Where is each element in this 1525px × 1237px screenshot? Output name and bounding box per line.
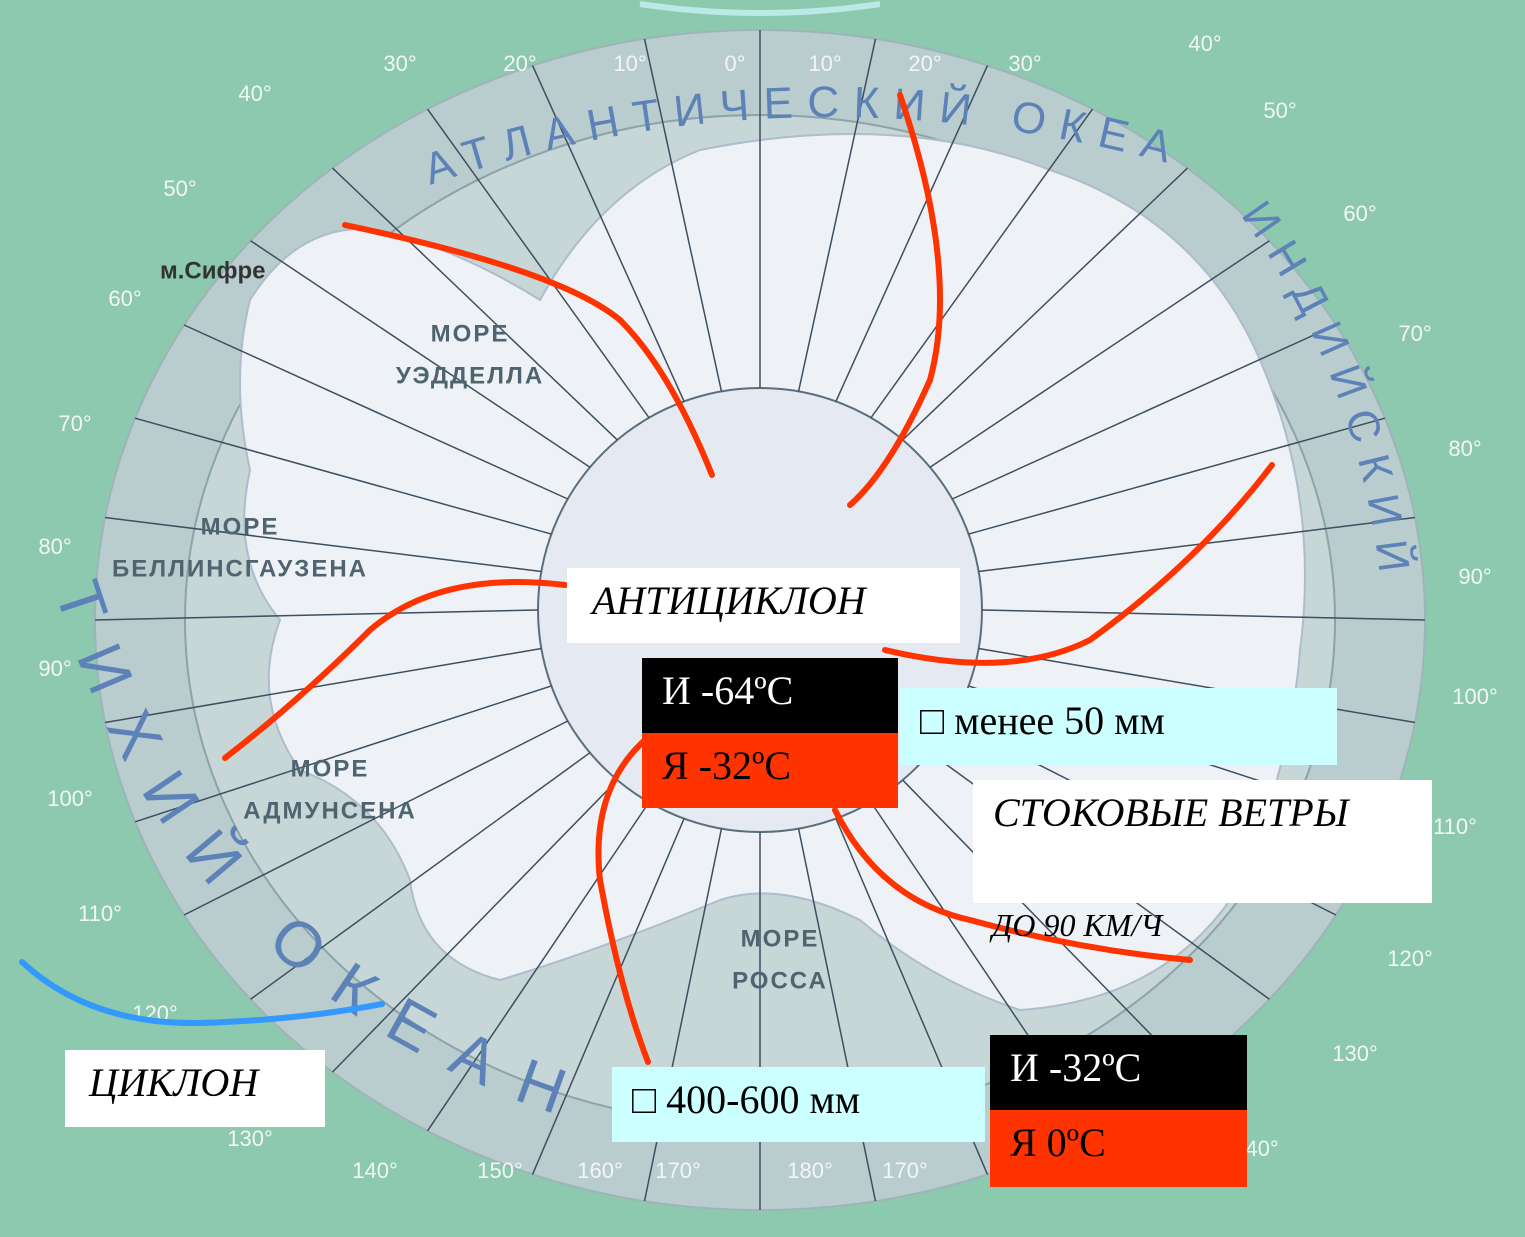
sea-label: БЕЛЛИНСГАУЗЕНА bbox=[112, 555, 368, 582]
degree-label: 150° bbox=[477, 1158, 523, 1183]
degree-label: 20° bbox=[503, 51, 536, 76]
degree-label: 170° bbox=[655, 1158, 701, 1183]
degree-label: 80° bbox=[38, 534, 71, 559]
degree-label: 90° bbox=[38, 656, 71, 681]
sea-label: РОССА bbox=[732, 967, 828, 994]
degree-label: 40° bbox=[1245, 1136, 1278, 1161]
sea-label: МОРЕ bbox=[741, 925, 820, 952]
sea-label: АДМУНСЕНА bbox=[243, 797, 417, 824]
degree-label: 130° bbox=[227, 1126, 273, 1151]
degree-label: 30° bbox=[383, 51, 416, 76]
winds-speed: ДО 90 КМ/Ч bbox=[972, 903, 1272, 953]
degree-label: 60° bbox=[1343, 201, 1376, 226]
winds-label: СТОКОВЫЕ ВЕТРЫ bbox=[973, 780, 1432, 903]
temp-july-center: И -64ºC bbox=[642, 658, 898, 733]
degree-label: 70° bbox=[1398, 321, 1431, 346]
degree-label: 50° bbox=[163, 176, 196, 201]
degree-label: 130° bbox=[1332, 1041, 1378, 1066]
degree-label: 40° bbox=[238, 81, 271, 106]
degree-label: 20° bbox=[908, 51, 941, 76]
degree-label: 60° bbox=[108, 286, 141, 311]
degree-label: 10° bbox=[808, 51, 841, 76]
sea-label: МОРЕ bbox=[291, 755, 370, 782]
degree-label: 80° bbox=[1448, 436, 1481, 461]
degree-label: 0° bbox=[724, 51, 745, 76]
degree-label: 110° bbox=[78, 901, 122, 926]
temp-jan-coast: Я 0ºC bbox=[990, 1110, 1247, 1187]
degree-label: 100° bbox=[1452, 684, 1498, 709]
sea-label: МОРЕ bbox=[201, 513, 280, 540]
precip-coast: □ 400-600 мм bbox=[612, 1067, 985, 1142]
degree-label: 10° bbox=[613, 51, 646, 76]
degree-label: 170° bbox=[882, 1158, 928, 1183]
temp-jan-center: Я -32ºC bbox=[642, 733, 898, 808]
degree-label: 180° bbox=[787, 1158, 833, 1183]
degree-label: 90° bbox=[1458, 564, 1491, 589]
cyclone-label: ЦИКЛОН bbox=[65, 1050, 325, 1127]
degree-label: 70° bbox=[58, 411, 91, 436]
temp-july-coast: И -32ºC bbox=[990, 1035, 1247, 1110]
degree-label: 140° bbox=[352, 1158, 398, 1183]
sea-label: МОРЕ bbox=[431, 320, 510, 347]
degree-label: 160° bbox=[577, 1158, 623, 1183]
degree-label: 40° bbox=[1188, 31, 1221, 56]
degree-label: 30° bbox=[1008, 51, 1041, 76]
sea-label: УЭДДЕЛЛА bbox=[396, 362, 544, 389]
cape-label: м.Сифре bbox=[160, 257, 266, 284]
anticyclone-label: АНТИЦИКЛОН bbox=[567, 568, 960, 643]
degree-label: 120° bbox=[1387, 946, 1433, 971]
degree-label: 100° bbox=[47, 786, 93, 811]
degree-label: 50° bbox=[1263, 98, 1296, 123]
degree-label: 110° bbox=[1433, 814, 1477, 839]
page: { "map": { "oceans": ["АТЛАНТИЧЕСКИЙ ОКЕ… bbox=[0, 0, 1525, 1237]
precip-center: □ менее 50 мм bbox=[900, 688, 1337, 765]
